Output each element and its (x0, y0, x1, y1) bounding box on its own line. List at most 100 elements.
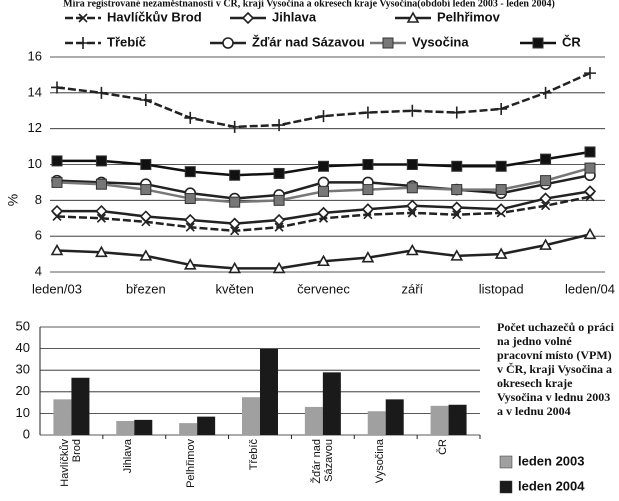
marker (532, 37, 544, 49)
x-tick-label: Žďár nad Sázavou (310, 439, 335, 484)
marker (583, 227, 597, 240)
marker (95, 155, 107, 167)
marker (539, 86, 552, 99)
marker (407, 208, 417, 218)
legend-label: Třebíč (107, 34, 146, 49)
marker (405, 243, 419, 256)
marker (495, 184, 507, 196)
x-tick-label: červenec (297, 281, 350, 296)
marker (406, 11, 420, 23)
marker (222, 37, 234, 49)
legend-swatch (499, 480, 513, 494)
marker (51, 155, 63, 167)
legend-label: ČR (562, 34, 581, 49)
x-tick-label: březen (126, 281, 166, 296)
marker (406, 159, 418, 170)
marker (77, 37, 89, 49)
marker (451, 160, 463, 172)
marker (452, 210, 462, 220)
marker (406, 182, 418, 194)
bar (116, 420, 135, 435)
marker (50, 243, 64, 256)
bar (304, 406, 323, 435)
marker (229, 169, 241, 181)
marker (450, 249, 464, 261)
bar (448, 404, 467, 435)
marker (50, 204, 64, 218)
x-tick-label: listopad (479, 281, 524, 296)
marker (184, 213, 197, 227)
legend-label: Žďár nad Sázavou (252, 34, 365, 49)
marker (96, 213, 106, 223)
bar (197, 416, 216, 435)
marker (230, 226, 240, 236)
bar (260, 348, 278, 435)
y-tick-label: 6 (35, 228, 42, 243)
marker (494, 247, 508, 259)
marker (317, 254, 330, 267)
marker (318, 185, 329, 197)
legend-swatch (499, 455, 513, 469)
marker (451, 184, 463, 196)
marker (495, 102, 508, 115)
y-tick-label: 30 (16, 362, 30, 377)
marker (183, 258, 197, 270)
marker (540, 175, 552, 187)
y-tick-label: 4 (35, 263, 42, 278)
marker (140, 159, 152, 170)
marker (95, 245, 108, 258)
bar (53, 399, 72, 435)
bar (430, 405, 449, 435)
marker (95, 178, 107, 190)
marker (361, 251, 375, 263)
bar (71, 377, 90, 435)
marker (241, 11, 255, 25)
marker (382, 37, 394, 49)
y-tick-label: 40 (16, 340, 30, 355)
bar (242, 397, 260, 435)
y-tick-label: 12 (28, 120, 42, 135)
marker (361, 203, 375, 216)
marker (228, 120, 241, 133)
x-tick-label: Třebíč (248, 439, 260, 471)
marker (317, 110, 330, 123)
bar (322, 372, 341, 435)
marker (78, 13, 88, 23)
marker (584, 162, 596, 174)
y-tick-label: 14 (28, 84, 42, 99)
x-tick-label: Jihlava (122, 439, 135, 474)
x-tick-label: září (401, 281, 423, 296)
marker (583, 185, 597, 198)
marker (317, 206, 330, 220)
marker (184, 111, 197, 124)
marker (51, 81, 63, 94)
x-tick-label: Vysočina (373, 439, 386, 484)
y-tick-label: 0 (23, 426, 30, 441)
marker (274, 222, 284, 232)
marker (361, 106, 374, 119)
y-tick-label: 10 (28, 156, 42, 171)
x-tick-label: Havlíčkův Brod (59, 439, 84, 487)
marker (228, 261, 242, 274)
x-tick-label: ČR (436, 439, 449, 455)
legend-label: Jihlava (272, 9, 317, 24)
marker (406, 199, 419, 212)
legend-label: Pelhřimov (437, 9, 501, 24)
legend-label: Havlíčkův Brod (107, 9, 202, 24)
x-tick-label: leden/04 (565, 281, 615, 296)
y-axis-label: % (5, 194, 21, 206)
y-tick-label: 8 (35, 192, 42, 207)
y-tick-label: 50 (16, 318, 30, 333)
marker (362, 184, 374, 196)
marker (272, 261, 286, 274)
marker (51, 176, 63, 188)
marker (184, 166, 196, 178)
marker (139, 249, 153, 261)
marker (495, 160, 507, 172)
x-tick-label: květen (216, 281, 254, 296)
marker (273, 167, 285, 179)
marker (362, 159, 374, 170)
annotation: Počet uchazečů o práci na jedno volné pr… (497, 320, 614, 418)
marker (140, 184, 152, 196)
